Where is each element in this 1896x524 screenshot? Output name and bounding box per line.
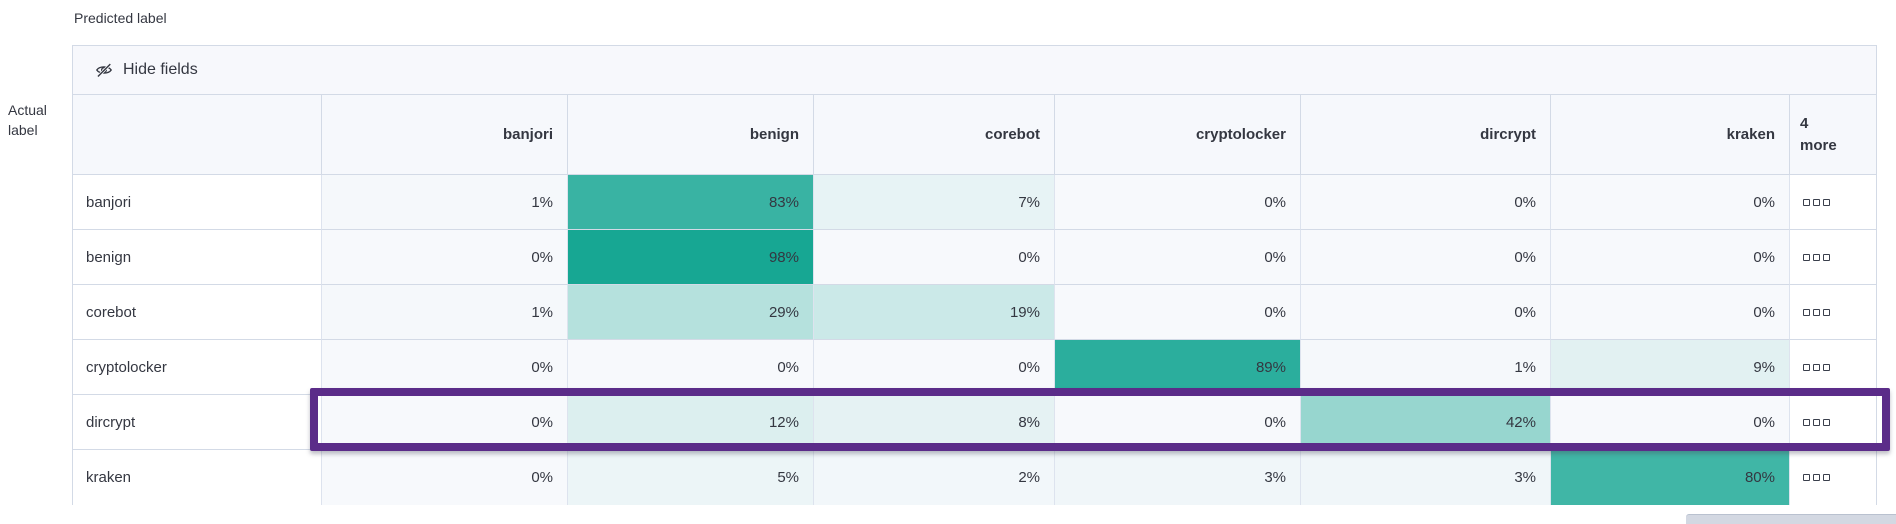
predicted-label-axis-title: Predicted label: [74, 10, 167, 26]
matrix-cell-corebot-benign[interactable]: 29%: [567, 285, 813, 340]
matrix-cell-benign-dircrypt[interactable]: 0%: [1300, 230, 1550, 285]
matrix-cell-corebot-kraken[interactable]: 0%: [1550, 285, 1789, 340]
row-actions-button[interactable]: [1789, 175, 1876, 230]
matrix-cell-benign-benign[interactable]: 98%: [567, 230, 813, 285]
matrix-rows: banjori 1% 83% 7% 0% 0% 0% benign 0% 98% 0% 0% 0% 0% c…: [73, 175, 1876, 505]
boxes-horizontal-icon: [1803, 198, 1830, 206]
more-count: 4: [1800, 114, 1809, 132]
column-header-cell-kraken[interactable]: kraken: [1550, 95, 1789, 174]
matrix-cell-kraken-dircrypt[interactable]: 3%: [1300, 450, 1550, 505]
boxes-horizontal-icon: [1803, 308, 1830, 316]
row-label-cell[interactable]: banjori: [73, 175, 321, 230]
matrix-cell-kraken-corebot[interactable]: 2%: [813, 450, 1054, 505]
matrix-cell-benign-kraken[interactable]: 0%: [1550, 230, 1789, 285]
row-label-cell[interactable]: cryptolocker: [73, 340, 321, 395]
matrix-cell-banjori-banjori[interactable]: 1%: [321, 175, 567, 230]
header-corner-cell: [73, 95, 321, 174]
row-label-cell[interactable]: corebot: [73, 285, 321, 340]
column-header-row: banjori benign corebot cryptolocker dircrypt…: [73, 95, 1876, 175]
table-row-benign: benign 0% 98% 0% 0% 0% 0%: [73, 230, 1876, 285]
matrix-cell-dircrypt-benign[interactable]: 12%: [567, 395, 813, 450]
row-label-cell[interactable]: dircrypt: [73, 395, 321, 450]
matrix-cell-dircrypt-cryptolocker[interactable]: 0%: [1054, 395, 1300, 450]
boxes-horizontal-icon: [1803, 363, 1830, 371]
actual-label-axis-title: Actual label: [8, 100, 64, 140]
matrix-cell-cryptolocker-kraken[interactable]: 9%: [1550, 340, 1789, 395]
matrix-cell-dircrypt-corebot[interactable]: 8%: [813, 395, 1054, 450]
matrix-cell-banjori-kraken[interactable]: 0%: [1550, 175, 1789, 230]
row-actions-button[interactable]: [1789, 285, 1876, 340]
actual-label-line2: label: [8, 122, 38, 138]
hide-fields-label: Hide fields: [123, 61, 198, 78]
table-row-dircrypt: dircrypt 0% 12% 8% 0% 42% 0%: [73, 395, 1876, 450]
eye-closed-icon: [95, 63, 113, 78]
column-header-more[interactable]: 4 more: [1789, 95, 1876, 174]
column-header-cell-cryptolocker[interactable]: cryptolocker: [1054, 95, 1300, 174]
confusion-matrix-grid: Hide fields banjori benign corebot cryptolo…: [72, 45, 1877, 505]
table-row-banjori: banjori 1% 83% 7% 0% 0% 0%: [73, 175, 1876, 230]
boxes-horizontal-icon: [1803, 253, 1830, 261]
matrix-cell-kraken-banjori[interactable]: 0%: [321, 450, 567, 505]
matrix-cell-cryptolocker-cryptolocker[interactable]: 89%: [1054, 340, 1300, 395]
column-header-cell-corebot[interactable]: corebot: [813, 95, 1054, 174]
matrix-cell-dircrypt-dircrypt[interactable]: 42%: [1300, 395, 1550, 450]
matrix-cell-benign-corebot[interactable]: 0%: [813, 230, 1054, 285]
matrix-cell-cryptolocker-benign[interactable]: 0%: [567, 340, 813, 395]
matrix-cell-cryptolocker-corebot[interactable]: 0%: [813, 340, 1054, 395]
matrix-cell-cryptolocker-dircrypt[interactable]: 1%: [1300, 340, 1550, 395]
row-actions-button[interactable]: [1789, 450, 1876, 505]
boxes-horizontal-icon: [1803, 418, 1830, 426]
more-word: more: [1800, 136, 1837, 154]
matrix-cell-cryptolocker-banjori[interactable]: 0%: [321, 340, 567, 395]
matrix-cell-banjori-benign[interactable]: 83%: [567, 175, 813, 230]
matrix-cell-corebot-cryptolocker[interactable]: 0%: [1054, 285, 1300, 340]
matrix-cell-corebot-corebot[interactable]: 19%: [813, 285, 1054, 340]
matrix-cell-corebot-dircrypt[interactable]: 0%: [1300, 285, 1550, 340]
row-label-cell[interactable]: benign: [73, 230, 321, 285]
matrix-cell-banjori-cryptolocker[interactable]: 0%: [1054, 175, 1300, 230]
matrix-cell-kraken-cryptolocker[interactable]: 3%: [1054, 450, 1300, 505]
column-header-cell-dircrypt[interactable]: dircrypt: [1300, 95, 1550, 174]
matrix-cell-dircrypt-kraken[interactable]: 0%: [1550, 395, 1789, 450]
column-header-cell-benign[interactable]: benign: [567, 95, 813, 174]
row-actions-button[interactable]: [1789, 230, 1876, 285]
row-label-cell[interactable]: kraken: [73, 450, 321, 505]
matrix-cell-benign-cryptolocker[interactable]: 0%: [1054, 230, 1300, 285]
table-row-cryptolocker: cryptolocker 0% 0% 0% 89% 1% 9%: [73, 340, 1876, 395]
matrix-cell-benign-banjori[interactable]: 0%: [321, 230, 567, 285]
matrix-cell-dircrypt-banjori[interactable]: 0%: [321, 395, 567, 450]
column-header-cell-banjori[interactable]: banjori: [321, 95, 567, 174]
horizontal-scrollbar[interactable]: [1686, 514, 1896, 524]
matrix-cell-corebot-banjori[interactable]: 1%: [321, 285, 567, 340]
actual-label-line1: Actual: [8, 102, 47, 118]
row-actions-button[interactable]: [1789, 395, 1876, 450]
row-actions-button[interactable]: [1789, 340, 1876, 395]
matrix-cell-banjori-corebot[interactable]: 7%: [813, 175, 1054, 230]
matrix-cell-kraken-benign[interactable]: 5%: [567, 450, 813, 505]
hide-fields-button[interactable]: Hide fields: [73, 46, 1876, 95]
matrix-cell-kraken-kraken[interactable]: 80%: [1550, 450, 1789, 505]
matrix-cell-banjori-dircrypt[interactable]: 0%: [1300, 175, 1550, 230]
boxes-horizontal-icon: [1803, 474, 1830, 481]
table-row-corebot: corebot 1% 29% 19% 0% 0% 0%: [73, 285, 1876, 340]
table-row-kraken: kraken 0% 5% 2% 3% 3% 80%: [73, 450, 1876, 505]
